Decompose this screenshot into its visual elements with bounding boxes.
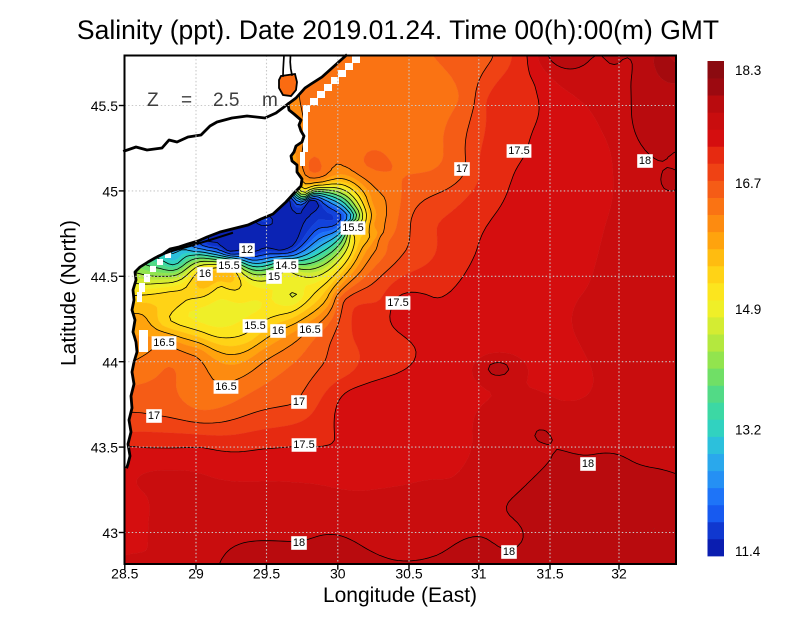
- svg-text:31: 31: [471, 566, 487, 582]
- svg-text:16.7: 16.7: [735, 176, 761, 191]
- svg-text:30.5: 30.5: [395, 566, 422, 582]
- svg-text:45.5: 45.5: [91, 98, 118, 114]
- svg-text:29: 29: [188, 566, 204, 582]
- svg-text:17: 17: [456, 163, 468, 175]
- svg-text:16.5: 16.5: [299, 324, 320, 336]
- svg-text:44.5: 44.5: [91, 269, 118, 285]
- svg-text:17.5: 17.5: [387, 297, 408, 309]
- svg-text:29.5: 29.5: [253, 566, 280, 582]
- svg-text:43.5: 43.5: [91, 440, 118, 456]
- svg-text:Z: Z: [147, 90, 159, 111]
- svg-text:17.5: 17.5: [508, 145, 529, 157]
- svg-text:17: 17: [293, 396, 305, 408]
- svg-text:2.5: 2.5: [213, 90, 239, 111]
- svg-text:30: 30: [330, 566, 346, 582]
- svg-text:m: m: [262, 90, 278, 111]
- svg-text:43: 43: [102, 525, 118, 541]
- svg-text:15.5: 15.5: [218, 260, 239, 272]
- svg-text:14.9: 14.9: [735, 302, 761, 317]
- svg-text:Latitude (North): Latitude (North): [57, 220, 80, 366]
- svg-text:15.5: 15.5: [342, 222, 363, 234]
- svg-text:18: 18: [293, 537, 305, 549]
- svg-text:44: 44: [102, 354, 118, 370]
- svg-text:16: 16: [272, 325, 284, 337]
- svg-text:15: 15: [268, 271, 280, 283]
- svg-text:45: 45: [102, 184, 118, 200]
- svg-text:18: 18: [582, 458, 594, 470]
- svg-text:18.3: 18.3: [735, 63, 761, 78]
- svg-text:31.5: 31.5: [536, 566, 563, 582]
- svg-text:17.5: 17.5: [293, 439, 314, 451]
- svg-text:16: 16: [199, 268, 211, 280]
- svg-text:Salinity (ppt). Date 2019.01.2: Salinity (ppt). Date 2019.01.24. Time 00…: [77, 15, 719, 45]
- svg-text:16.5: 16.5: [215, 381, 236, 393]
- svg-text:32: 32: [611, 566, 627, 582]
- svg-text:16.5: 16.5: [153, 337, 174, 349]
- svg-text:Longitude (East): Longitude (East): [323, 584, 477, 607]
- svg-text:15.5: 15.5: [244, 320, 265, 332]
- svg-text:18: 18: [639, 155, 651, 167]
- svg-text:28.5: 28.5: [111, 566, 138, 582]
- svg-text:=: =: [181, 90, 192, 111]
- svg-text:18: 18: [503, 546, 515, 558]
- svg-text:17: 17: [148, 410, 160, 422]
- svg-text:12: 12: [241, 244, 253, 256]
- svg-text:11.4: 11.4: [735, 544, 761, 559]
- svg-text:13.2: 13.2: [735, 422, 761, 437]
- svg-text:14.5: 14.5: [275, 260, 296, 272]
